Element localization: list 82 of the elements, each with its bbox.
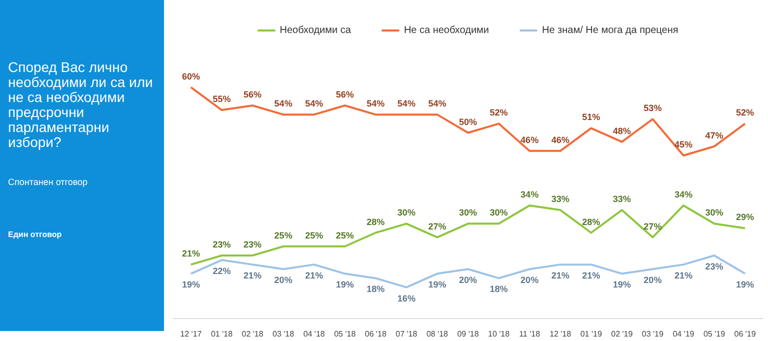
data-label: 19% xyxy=(182,280,200,290)
data-label: 46% xyxy=(520,134,539,145)
x-tick-label: 08 '18 xyxy=(426,330,449,338)
data-label: 54% xyxy=(428,98,446,109)
data-label: 54% xyxy=(397,98,416,109)
data-label: 54% xyxy=(274,98,292,109)
data-label: 50% xyxy=(458,116,478,127)
text: Един отговор xyxy=(8,228,63,240)
data-label: 21% xyxy=(244,270,262,281)
text: Според Вас лично необходими ли са или не са необходими предсрочни парламентарни избори? xyxy=(8,59,154,150)
data-label: 54% xyxy=(305,98,324,109)
data-label: 19% xyxy=(336,280,354,290)
x-tick-label: 04 '18 xyxy=(303,330,326,338)
x-tick-label: 01 '19 xyxy=(580,330,602,338)
data-label: 30% xyxy=(458,208,478,218)
data-label: 23% xyxy=(244,239,262,250)
data-label: 56% xyxy=(336,89,354,100)
data-label: 27% xyxy=(428,221,446,232)
data-label: 54% xyxy=(366,98,385,109)
data-label: 55% xyxy=(212,94,231,104)
data-label: 52% xyxy=(736,108,754,118)
data-label: 18% xyxy=(490,284,508,294)
data-label: 18% xyxy=(366,284,385,294)
legend-label: Не знам/ Не мога да преценя xyxy=(542,24,678,36)
data-label: 25% xyxy=(305,230,324,240)
data-label: 53% xyxy=(644,103,662,114)
data-label: 21% xyxy=(582,270,600,281)
data-label: 27% xyxy=(644,221,662,232)
x-tick-label: 12 '17 xyxy=(180,330,202,338)
data-label: 30% xyxy=(397,208,416,218)
data-label: 45% xyxy=(674,139,692,150)
x-tick-label: 07 '18 xyxy=(396,330,418,338)
x-tick-label: 03 '18 xyxy=(272,330,295,338)
data-label: 30% xyxy=(490,208,508,218)
x-tick-label: 03 '19 xyxy=(642,330,664,338)
data-label: 20% xyxy=(274,275,292,286)
data-label: 23% xyxy=(212,239,231,250)
data-label: 28% xyxy=(582,216,600,227)
data-label: 25% xyxy=(274,230,292,240)
x-tick-label: 02 '19 xyxy=(611,330,634,338)
data-label: 21% xyxy=(305,270,324,281)
data-label: 20% xyxy=(458,275,478,286)
data-label: 33% xyxy=(612,194,631,204)
text: Спонтанен отговор xyxy=(8,176,89,189)
data-label: 21% xyxy=(182,248,200,259)
x-tick-label: 12 '18 xyxy=(550,330,572,338)
data-label: 20% xyxy=(520,275,539,286)
data-label: 60% xyxy=(182,71,200,82)
data-label: 21% xyxy=(674,270,692,281)
legend-label: Необходими са xyxy=(280,24,351,36)
data-label: 25% xyxy=(336,230,354,240)
data-label: 51% xyxy=(582,112,600,122)
data-label: 22% xyxy=(212,266,231,276)
data-label: 46% xyxy=(551,134,570,145)
x-tick-label: 09 '18 xyxy=(457,330,480,338)
data-label: 56% xyxy=(244,89,262,100)
x-tick-label: 01 '18 xyxy=(210,330,234,338)
data-label: 34% xyxy=(674,189,692,200)
x-tick-label: 05 '18 xyxy=(334,330,356,338)
x-tick-label: 06 '19 xyxy=(734,330,756,338)
x-tick-label: 11 '18 xyxy=(519,330,541,338)
data-label: 33% xyxy=(551,194,570,204)
data-label: 52% xyxy=(490,108,508,118)
data-label: 19% xyxy=(736,280,754,290)
data-label: 30% xyxy=(705,208,724,218)
data-label: 34% xyxy=(520,189,539,200)
x-tick-label: 06 '18 xyxy=(364,330,387,338)
data-label: 28% xyxy=(366,216,385,227)
x-tick-label: 02 '18 xyxy=(242,330,264,338)
data-label: 29% xyxy=(736,212,754,222)
legend-label: Не са необходими xyxy=(404,24,489,36)
data-label: 19% xyxy=(612,280,631,290)
data-label: 47% xyxy=(705,130,724,140)
data-label: 23% xyxy=(705,261,724,272)
x-tick-label: 10 '18 xyxy=(488,330,510,338)
data-label: 16% xyxy=(397,293,416,304)
data-label: 21% xyxy=(551,270,570,281)
data-label: 48% xyxy=(612,126,631,136)
data-label: 19% xyxy=(428,280,446,290)
data-label: 20% xyxy=(644,275,662,286)
x-tick-label: 04 '19 xyxy=(672,330,695,338)
x-tick-label: 05 '19 xyxy=(703,330,726,338)
